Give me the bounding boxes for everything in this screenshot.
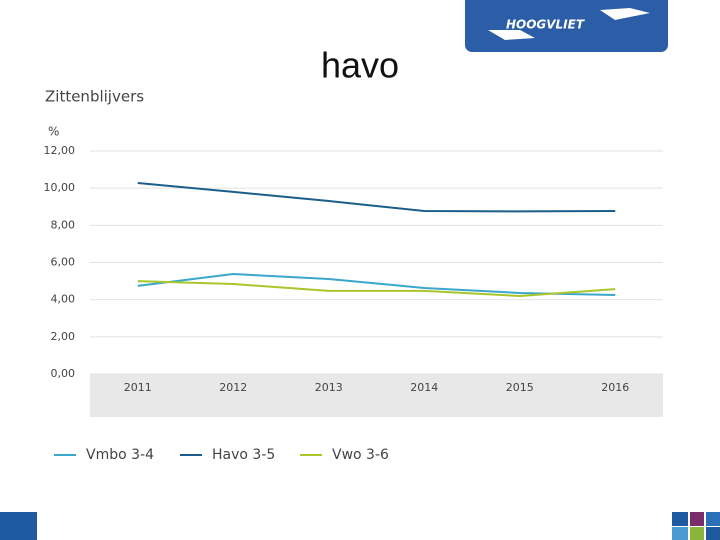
chart-title: Zittenblijvers bbox=[45, 88, 144, 106]
corner-decoration bbox=[672, 512, 688, 526]
corner-decoration bbox=[706, 527, 720, 540]
y-tick-label: 0,00 bbox=[51, 367, 76, 380]
y-axis-label: % bbox=[48, 125, 59, 139]
legend-label: Havo 3-5 bbox=[212, 447, 275, 463]
logo-hand bbox=[488, 30, 535, 40]
x-tick-label: 2016 bbox=[601, 381, 629, 394]
x-tick-label: 2011 bbox=[124, 381, 152, 394]
corner-decoration bbox=[0, 512, 37, 540]
y-tick-label: 6,00 bbox=[51, 256, 76, 269]
y-tick-label: 2,00 bbox=[51, 330, 76, 343]
logo-text: HOOGVLIET bbox=[506, 18, 585, 32]
y-tick-label: 12,00 bbox=[44, 144, 76, 157]
x-tick-label: 2015 bbox=[506, 381, 534, 394]
series-line bbox=[137, 273, 616, 297]
slide-title: havo bbox=[321, 45, 399, 86]
x-tick-label: 2012 bbox=[219, 381, 247, 394]
series-line bbox=[137, 181, 616, 213]
y-tick-label: 4,00 bbox=[51, 293, 76, 306]
corner-decoration bbox=[672, 527, 688, 540]
y-tick-label: 10,00 bbox=[44, 181, 76, 194]
x-axis-band bbox=[90, 374, 663, 417]
corner-decoration bbox=[690, 527, 704, 540]
x-tick-label: 2013 bbox=[315, 381, 343, 394]
series-line bbox=[137, 280, 616, 297]
legend-label: Vmbo 3-4 bbox=[86, 447, 154, 463]
legend-label: Vwo 3-6 bbox=[332, 447, 389, 463]
corner-decoration bbox=[690, 512, 704, 526]
x-tick-label: 2014 bbox=[410, 381, 438, 394]
y-tick-label: 8,00 bbox=[51, 218, 76, 231]
corner-decoration bbox=[706, 512, 720, 526]
logo-hand bbox=[600, 8, 650, 20]
